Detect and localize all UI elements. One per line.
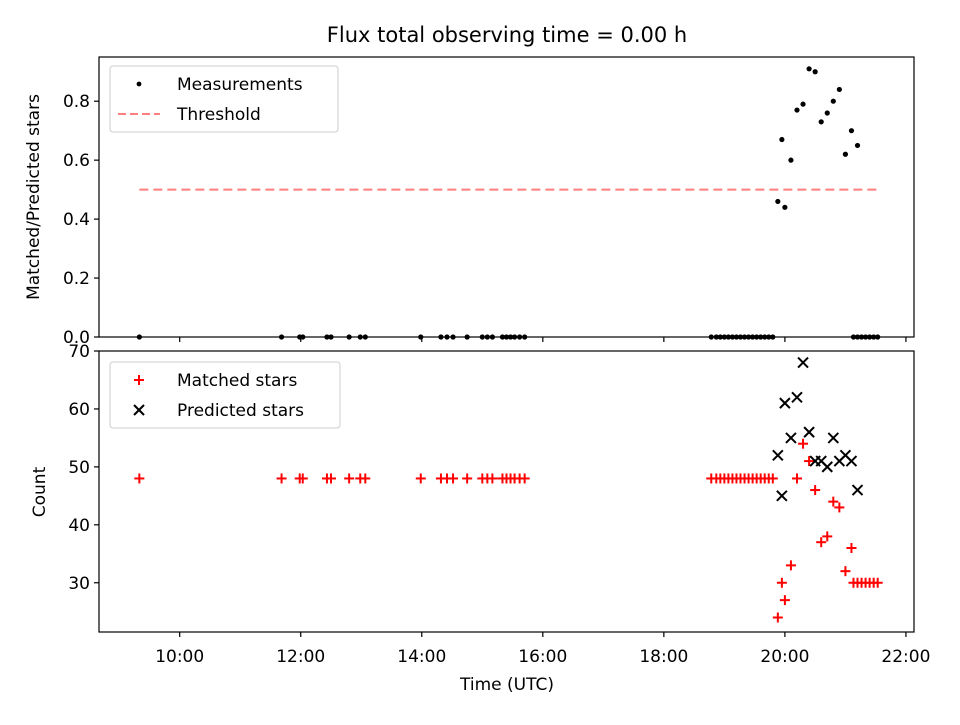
x-tick-label: 16:00 (518, 647, 567, 667)
x-tick-label: 22:00 (881, 647, 930, 667)
legend-marker-matched (134, 375, 144, 385)
predicted-star-point (827, 432, 840, 444)
matched-star-point (828, 496, 839, 507)
matched-star-point (297, 473, 308, 484)
matched-star-point (415, 473, 426, 484)
measurement-point (806, 66, 812, 72)
x-tick-label: 14:00 (397, 647, 446, 667)
measurement-point (848, 128, 855, 134)
matched-star-point (791, 473, 802, 484)
legend-marker-predicted (133, 404, 145, 416)
bottom-axes-frame (98, 350, 915, 633)
measurement-point (775, 198, 781, 205)
top-axes-frame (98, 56, 915, 338)
top-y-axis-label: Matched/Predicted stars (24, 94, 44, 300)
matched-star-point (519, 473, 530, 484)
matched-star-point (448, 473, 459, 484)
matched-star-point (325, 473, 336, 484)
matched-star-point (487, 473, 498, 484)
matched-star-point (822, 531, 833, 542)
matched-star-point (816, 537, 827, 548)
measurement-point (842, 151, 849, 157)
measurement-point (779, 136, 785, 143)
matched-star-point (776, 577, 787, 588)
bottom-y-tick-label: 70 (68, 342, 90, 362)
predicted-star-point (851, 484, 864, 496)
predicted-star-point (785, 432, 797, 444)
measurement-point (782, 204, 788, 210)
matched-star-point (772, 612, 783, 623)
matched-star-point (872, 577, 883, 588)
top-y-tick-label: 0.4 (63, 210, 90, 230)
predicted-star-point (803, 426, 815, 438)
matched-star-point (785, 560, 796, 571)
top-panel: 0.0 0.2 0.4 0.6 0.8 Matched/Predicted stars (24, 56, 915, 348)
measurement-point (800, 101, 806, 107)
predicted-star-point (779, 397, 791, 409)
bottom-y-tick-label: 50 (68, 458, 90, 478)
measurement-point (818, 119, 824, 125)
matched-star-point (344, 473, 355, 484)
predicted-star-point (797, 356, 809, 369)
legend-label-predicted: Predicted stars (177, 401, 304, 421)
matched-star-point (846, 542, 857, 553)
legend-label-matched: Matched stars (177, 371, 297, 391)
x-tick-label: 20:00 (760, 647, 809, 667)
legend-marker-measurements (136, 81, 142, 87)
predicted-star-point (776, 490, 788, 502)
bottom-y-tick-label: 60 (68, 400, 90, 420)
x-tick-label: 18:00 (639, 647, 688, 667)
measurement-point (854, 142, 861, 149)
measurement-point (794, 107, 800, 113)
legend-label-threshold: Threshold (176, 105, 261, 125)
matched-star-point (134, 473, 145, 484)
legend-label-measurements: Measurements (177, 75, 303, 95)
top-legend: Measurements Threshold (109, 65, 339, 133)
bottom-y-axis-label: Count (30, 466, 50, 517)
matched-star-point (798, 438, 809, 449)
x-axis-label: Time (UTC) (459, 675, 554, 695)
x-tick-label: 12:00 (276, 647, 325, 667)
measurement-point (788, 157, 794, 163)
matched-star-point (810, 485, 821, 496)
top-y-tick-label: 0.6 (63, 151, 90, 171)
top-y-tick-label: 0.2 (63, 269, 90, 289)
matched-star-point (462, 473, 473, 484)
chart-title: Flux total observing time = 0.00 h (327, 23, 687, 47)
predicted-star-point (845, 455, 858, 467)
bottom-y-tick-label: 40 (68, 516, 90, 536)
predicted-star-point (821, 461, 833, 473)
matched-star-point (360, 473, 371, 484)
bottom-legend: Matched stars Predicted stars (109, 361, 341, 429)
matched-star-point (804, 456, 815, 467)
top-y-tick-label: 0.8 (63, 92, 90, 112)
measurement-point (824, 110, 830, 116)
matched-star-point (779, 595, 790, 606)
top-y-tick-label: 0.0 (63, 328, 90, 348)
measurement-point (836, 86, 842, 93)
measurement-point (830, 98, 836, 104)
bottom-panel: 30 40 50 60 70 10:00 12:00 14:00 16:00 18:00 20:00… (30, 342, 930, 695)
matched-star-point (834, 502, 845, 513)
matched-star-point (276, 473, 287, 484)
predicted-star-point (791, 391, 803, 404)
matched-star-point (767, 473, 778, 484)
x-tick-label: 10:00 (155, 647, 204, 667)
matched-star-point (840, 566, 851, 577)
predicted-star-point (772, 449, 784, 461)
measurement-point (812, 69, 818, 75)
bottom-y-tick-label: 30 (68, 574, 90, 594)
